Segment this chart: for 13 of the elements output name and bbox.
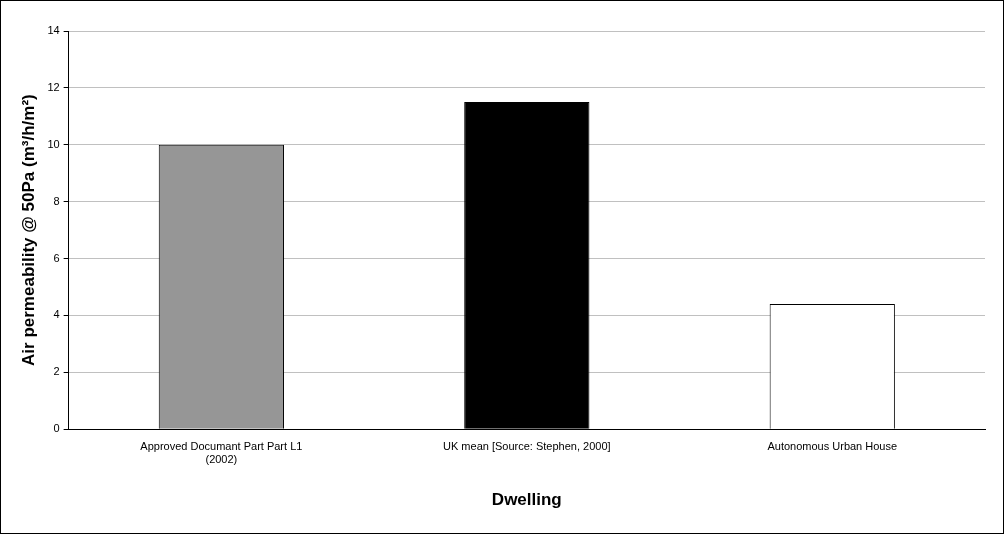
y-tick-label: 12 [47,80,60,93]
y-tick-label: 2 [53,365,60,378]
y-axis-title: Air permeability @ 50Pa (m³/h/m²) [18,94,38,366]
x-tick-label: Autonomous Urban House [767,439,898,452]
x-tick-label: Approved Documant Part Part L1 (2002) [140,439,303,466]
y-tick-label: 10 [47,137,60,150]
y-tick-label: 0 [53,422,60,435]
y-tick-label: 6 [53,251,60,264]
x-tick-label: UK mean [Source: Stephen, 2000] [443,439,611,452]
x-axis-title: Dwelling [491,490,562,510]
y-tick-label: 4 [53,308,60,321]
y-tick-label: 14 [47,24,60,37]
y-tick-label: 8 [53,194,60,207]
